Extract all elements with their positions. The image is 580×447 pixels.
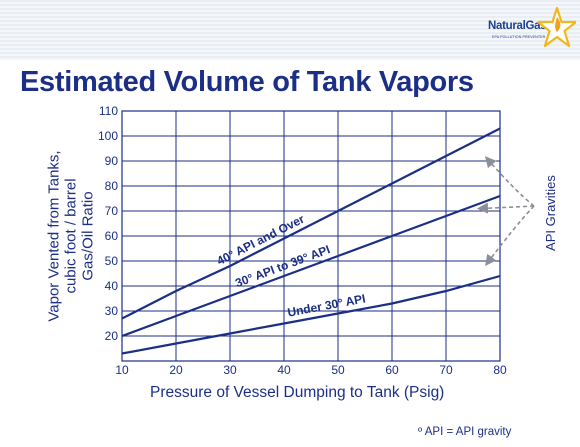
y-tick-label: 110 xyxy=(99,104,118,118)
x-tick-label: 70 xyxy=(439,363,453,377)
logo-text: NaturalGas xyxy=(488,20,547,32)
series-line-1 xyxy=(121,127,501,320)
x-tick-label: 50 xyxy=(331,363,345,377)
y-tick-label: 70 xyxy=(105,204,119,218)
series-line-3 xyxy=(121,274,501,355)
x-tick-label: 40 xyxy=(277,363,291,377)
api-gravity-arrow xyxy=(484,156,535,207)
x-tick-label: 80 xyxy=(493,363,507,377)
y-tick-label: 90 xyxy=(105,154,119,168)
x-tick-label: 60 xyxy=(385,363,399,377)
star-icon xyxy=(538,6,576,48)
api-gravity-arrow xyxy=(476,202,535,214)
x-tick-label: 20 xyxy=(169,363,183,377)
y-tick-label: 100 xyxy=(98,129,118,143)
plot-frame xyxy=(121,110,501,362)
x-tick-label: 10 xyxy=(115,363,129,377)
y-tick-label: 30 xyxy=(105,304,119,318)
footnote: º API = API gravity xyxy=(418,426,512,438)
y-tick-label: 50 xyxy=(105,254,119,268)
header-band xyxy=(0,0,580,60)
y-tick-label: 60 xyxy=(105,229,119,243)
api-gravities-label: API Gravities xyxy=(543,175,558,251)
y-tick-label: 20 xyxy=(105,329,119,343)
natural-gas-star-logo: NaturalGas EPA POLLUTION PREVENTER xyxy=(488,6,576,56)
x-tick-label: 30 xyxy=(223,363,237,377)
y-tick-label: 80 xyxy=(105,179,119,193)
page-title: Estimated Volume of Tank Vapors xyxy=(20,66,474,98)
y-tick-label: 40 xyxy=(105,279,119,293)
x-axis-label: Pressure of Vessel Dumping to Tank (Psig… xyxy=(150,384,445,401)
logo-subtext: EPA POLLUTION PREVENTER xyxy=(492,35,546,39)
series-line-2 xyxy=(121,194,501,338)
api-gravity-arrow xyxy=(485,205,535,267)
